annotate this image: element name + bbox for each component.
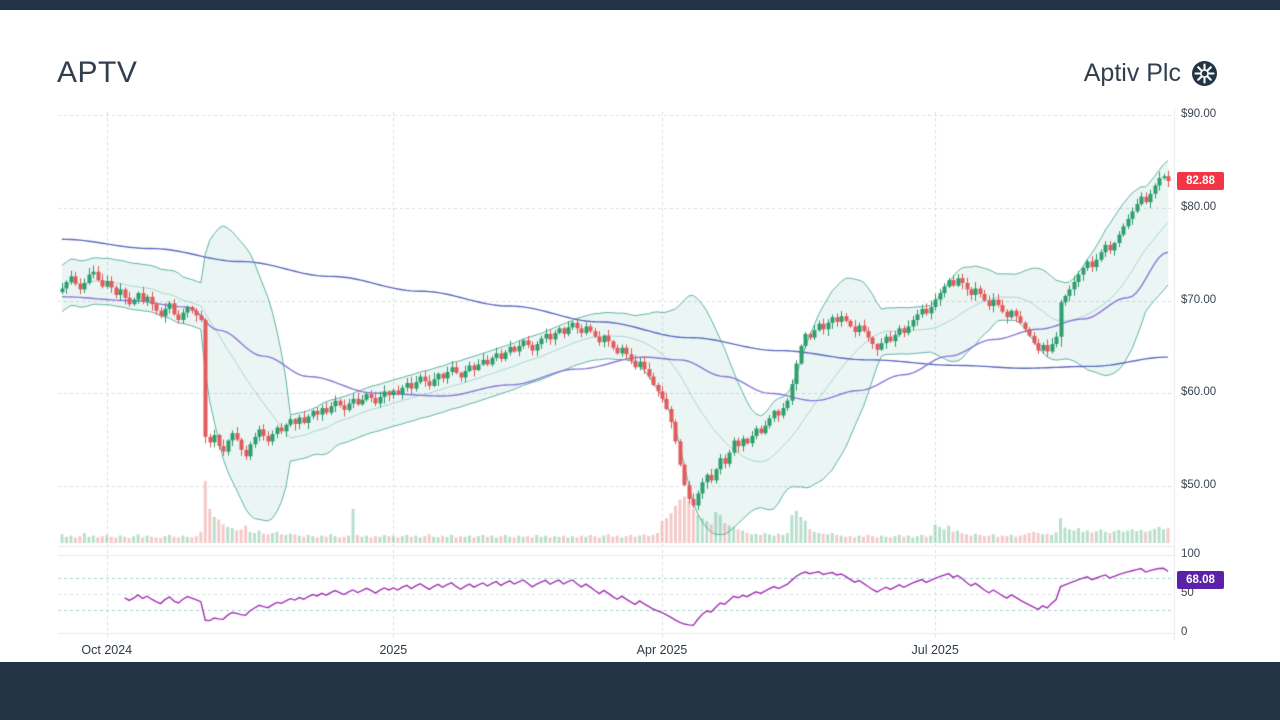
bottom-border-bar (0, 662, 1280, 720)
chart-header: APTV Aptiv Plc (57, 56, 1218, 90)
top-border-bar (0, 0, 1280, 10)
rsi-value-badge: 68.08 (1177, 570, 1224, 589)
company-block: Aptiv Plc (1084, 59, 1218, 88)
last-price-badge: 82.88 (1177, 172, 1224, 191)
company-name: Aptiv Plc (1083, 58, 1181, 87)
ticker-symbol: APTV (57, 56, 138, 89)
wheel-gear-icon (1191, 60, 1218, 87)
